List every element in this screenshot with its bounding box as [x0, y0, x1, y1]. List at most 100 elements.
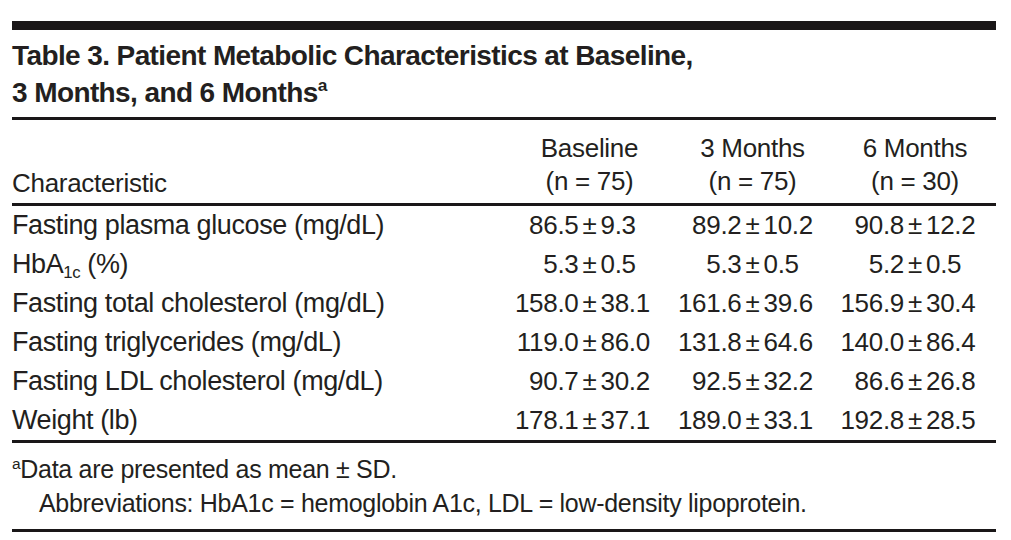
plus-minus-sign: ±: [746, 288, 760, 319]
sd-value: 0.5: [600, 249, 671, 280]
table-header-row: Characteristic Baseline (n = 75) 3 Month…: [12, 120, 996, 203]
column-header-line2: (n = 30): [834, 165, 996, 198]
mean-value: 89.2: [671, 210, 742, 241]
mean-value: 5.2: [834, 249, 904, 280]
value-cell: 90.8±12.2: [834, 210, 996, 241]
column-header-line2: (n = 75): [671, 165, 834, 198]
sd-value: 30.2: [600, 366, 671, 397]
plus-minus-sign: ±: [746, 327, 760, 358]
mean-value: 86.5: [508, 210, 579, 241]
plus-minus-sign: ±: [583, 210, 597, 241]
mean-value: 86.6: [834, 366, 904, 397]
row-label: Weight (lb): [12, 405, 508, 436]
plus-minus-sign: ±: [908, 249, 922, 280]
subscript-text: 1c: [63, 263, 80, 282]
plus-minus-sign: ±: [908, 327, 922, 358]
row-label: HbA1c (%): [12, 249, 508, 280]
plus-minus-sign: ±: [583, 327, 597, 358]
row-label: Fasting plasma glucose (mg/dL): [12, 210, 508, 241]
plus-minus-sign: ±: [583, 249, 597, 280]
column-header-6-months: 6 Months (n = 30): [834, 132, 996, 198]
column-header-baseline: Baseline (n = 75): [508, 132, 671, 198]
plus-minus-sign: ±: [746, 210, 760, 241]
top-black-bar: [12, 21, 996, 30]
value-cell: 90.7±30.2: [508, 366, 671, 397]
value-cell: 86.6±26.8: [834, 366, 996, 397]
mean-value: 192.8: [834, 405, 904, 436]
sd-value: 0.5: [763, 249, 834, 280]
footnote-line: Abbreviations: HbA1c = hemoglobin A1c, L…: [12, 486, 996, 520]
sd-value: 86.0: [600, 327, 671, 358]
mean-value: 5.3: [671, 249, 742, 280]
sd-value: 39.6: [763, 288, 834, 319]
sd-value: 12.2: [926, 210, 996, 241]
sd-value: 38.1: [600, 288, 671, 319]
value-cell: 189.0±33.1: [671, 405, 834, 436]
value-cell: 5.3±0.5: [671, 249, 834, 280]
mean-value: 131.8: [671, 327, 742, 358]
value-cell: 161.6±39.6: [671, 288, 834, 319]
sd-value: 26.8: [926, 366, 996, 397]
table-row: Fasting triglycerides (mg/dL)119.0±86.01…: [12, 323, 996, 362]
sd-value: 30.4: [926, 288, 996, 319]
value-cell: 158.0±38.1: [508, 288, 671, 319]
plus-minus-sign: ±: [908, 288, 922, 319]
mean-value: 5.3: [508, 249, 579, 280]
column-header-line1: 6 Months: [834, 132, 996, 165]
table-row: Fasting LDL cholesterol (mg/dL)90.7±30.2…: [12, 362, 996, 401]
table-content: Table 3. Patient Metabolic Characteristi…: [12, 0, 996, 532]
mean-value: 178.1: [508, 405, 579, 436]
table-row: Fasting total cholesterol (mg/dL)158.0±3…: [12, 284, 996, 323]
column-header-characteristic: Characteristic: [12, 168, 508, 198]
plus-minus-sign: ±: [908, 366, 922, 397]
column-header-line2: (n = 75): [508, 165, 671, 198]
plus-minus-sign: ±: [746, 405, 760, 436]
plus-minus-sign: ±: [908, 405, 922, 436]
sd-value: 10.2: [763, 210, 834, 241]
mean-value: 90.8: [834, 210, 904, 241]
mean-value: 119.0: [508, 327, 579, 358]
scanned-table-page: Table 3. Patient Metabolic Characteristi…: [0, 0, 1011, 540]
table-row: HbA1c (%)5.3±0.55.3±0.55.2±0.5: [12, 245, 996, 284]
mean-value: 189.0: [671, 405, 742, 436]
value-cell: 92.5±32.2: [671, 366, 834, 397]
value-cell: 131.8±64.6: [671, 327, 834, 358]
mean-value: 140.0: [834, 327, 904, 358]
superscript-marker: a: [318, 75, 327, 95]
value-cell: 86.5±9.3: [508, 210, 671, 241]
mean-value: 161.6: [671, 288, 742, 319]
table-title-line: 3 Months, and 6 Monthsa: [12, 74, 996, 111]
plus-minus-sign: ±: [908, 210, 922, 241]
sd-value: 0.5: [926, 249, 996, 280]
value-cell: 89.2±10.2: [671, 210, 834, 241]
sd-value: 86.4: [926, 327, 996, 358]
plus-minus-sign: ±: [583, 366, 597, 397]
value-cell: 192.8±28.5: [834, 405, 996, 436]
value-cell: 5.2±0.5: [834, 249, 996, 280]
plus-minus-sign: ±: [583, 405, 597, 436]
row-label: Fasting total cholesterol (mg/dL): [12, 288, 508, 319]
sd-value: 37.1: [600, 405, 671, 436]
plus-minus-sign: ±: [583, 288, 597, 319]
table-title-line: Table 3. Patient Metabolic Characteristi…: [12, 37, 996, 74]
table-row: Weight (lb)178.1±37.1189.0±33.1192.8±28.…: [12, 401, 996, 440]
sd-value: 9.3: [600, 210, 671, 241]
column-header-line1: 3 Months: [671, 132, 834, 165]
mean-value: 156.9: [834, 288, 904, 319]
table-body: Fasting plasma glucose (mg/dL)86.5±9.389…: [12, 206, 996, 440]
sd-value: 28.5: [926, 405, 996, 436]
value-cell: 178.1±37.1: [508, 405, 671, 436]
footnote-line: aData are presented as mean ± SD.: [12, 452, 996, 486]
table-row: Fasting plasma glucose (mg/dL)86.5±9.389…: [12, 206, 996, 245]
row-label: Fasting LDL cholesterol (mg/dL): [12, 366, 508, 397]
table-title: Table 3. Patient Metabolic Characteristi…: [12, 37, 996, 111]
column-header-3-months: 3 Months (n = 75): [671, 132, 834, 198]
sd-value: 33.1: [763, 405, 834, 436]
superscript-marker: a: [12, 455, 20, 472]
value-cell: 119.0±86.0: [508, 327, 671, 358]
column-header-line1: Baseline: [508, 132, 671, 165]
plus-minus-sign: ±: [746, 249, 760, 280]
mean-value: 92.5: [671, 366, 742, 397]
mean-value: 90.7: [508, 366, 579, 397]
table-footnotes: aData are presented as mean ± SD.Abbrevi…: [12, 443, 996, 529]
